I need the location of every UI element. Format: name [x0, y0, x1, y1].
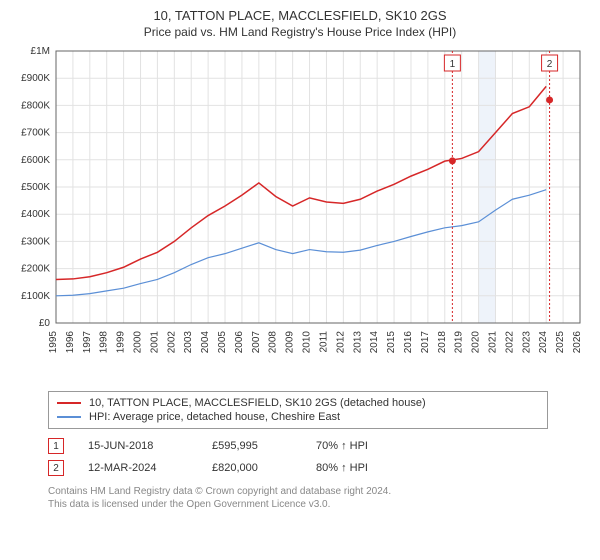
svg-text:2007: 2007 [251, 331, 262, 354]
svg-text:2020: 2020 [471, 331, 482, 354]
svg-text:2015: 2015 [386, 331, 397, 354]
data-pct: 80% ↑ HPI [316, 462, 416, 474]
svg-text:2021: 2021 [487, 331, 498, 354]
svg-text:2025: 2025 [555, 331, 566, 354]
svg-text:2009: 2009 [285, 331, 296, 354]
marker-badge: 2 [48, 460, 64, 476]
data-row: 2 12-MAR-2024 £820,000 80% ↑ HPI [48, 457, 590, 479]
data-date: 15-JUN-2018 [88, 440, 188, 452]
svg-text:2006: 2006 [234, 331, 245, 354]
svg-text:£900K: £900K [21, 73, 50, 84]
svg-text:£100K: £100K [21, 291, 50, 302]
svg-text:2004: 2004 [200, 331, 211, 354]
svg-text:£500K: £500K [21, 182, 50, 193]
svg-text:£0: £0 [39, 318, 51, 329]
svg-text:2022: 2022 [504, 331, 515, 354]
legend-swatch [57, 416, 81, 418]
svg-text:2010: 2010 [302, 331, 313, 354]
chart-subtitle: Price paid vs. HM Land Registry's House … [10, 25, 590, 39]
legend-swatch [57, 402, 81, 404]
svg-text:£800K: £800K [21, 100, 50, 111]
svg-text:1996: 1996 [65, 331, 76, 354]
chart-plot-area: £0 £100K £200K £300K £400K £500K £600K £700K £80… [10, 45, 590, 385]
svg-text:2012: 2012 [335, 331, 346, 354]
svg-text:2018: 2018 [437, 331, 448, 354]
legend-label: HPI: Average price, detached house, Ches… [89, 411, 340, 423]
svg-text:2005: 2005 [217, 331, 228, 354]
legend-label: 10, TATTON PLACE, MACCLESFIELD, SK10 2GS… [89, 397, 426, 409]
svg-text:£200K: £200K [21, 264, 50, 275]
svg-text:2001: 2001 [149, 331, 160, 354]
svg-text:2017: 2017 [420, 331, 431, 354]
svg-text:2024: 2024 [538, 331, 549, 354]
svg-text:2014: 2014 [369, 331, 380, 354]
footer-line: Contains HM Land Registry data © Crown c… [48, 485, 590, 498]
svg-text:1998: 1998 [99, 331, 110, 354]
svg-text:2016: 2016 [403, 331, 414, 354]
footer-line: This data is licensed under the Open Gov… [48, 498, 590, 511]
data-pct: 70% ↑ HPI [316, 440, 416, 452]
svg-text:2008: 2008 [268, 331, 279, 354]
svg-text:1995: 1995 [48, 331, 59, 354]
legend-item: 10, TATTON PLACE, MACCLESFIELD, SK10 2GS… [57, 396, 539, 410]
svg-text:2000: 2000 [133, 331, 144, 354]
chart-container: 10, TATTON PLACE, MACCLESFIELD, SK10 2GS… [0, 0, 600, 515]
svg-text:1: 1 [450, 59, 456, 70]
svg-text:£600K: £600K [21, 155, 50, 166]
svg-text:2026: 2026 [572, 331, 583, 354]
data-price: £820,000 [212, 462, 292, 474]
legend: 10, TATTON PLACE, MACCLESFIELD, SK10 2GS… [48, 391, 548, 429]
svg-text:2002: 2002 [166, 331, 177, 354]
data-points-table: 1 15-JUN-2018 £595,995 70% ↑ HPI 2 12-MA… [48, 435, 590, 479]
svg-text:£300K: £300K [21, 236, 50, 247]
svg-text:2: 2 [547, 59, 553, 70]
svg-text:2013: 2013 [352, 331, 363, 354]
svg-text:2003: 2003 [183, 331, 194, 354]
svg-text:£1M: £1M [31, 46, 50, 57]
svg-text:1999: 1999 [116, 331, 127, 354]
footer-attribution: Contains HM Land Registry data © Crown c… [48, 485, 590, 511]
svg-text:2023: 2023 [521, 331, 532, 354]
chart-title: 10, TATTON PLACE, MACCLESFIELD, SK10 2GS [10, 8, 590, 23]
data-date: 12-MAR-2024 [88, 462, 188, 474]
svg-text:2019: 2019 [454, 331, 465, 354]
svg-text:£700K: £700K [21, 128, 50, 139]
data-row: 1 15-JUN-2018 £595,995 70% ↑ HPI [48, 435, 590, 457]
line-chart-svg: £0 £100K £200K £300K £400K £500K £600K £700K £80… [10, 45, 590, 385]
data-price: £595,995 [212, 440, 292, 452]
marker-badge: 1 [48, 438, 64, 454]
legend-item: HPI: Average price, detached house, Ches… [57, 410, 539, 424]
svg-text:2011: 2011 [318, 331, 329, 353]
svg-text:1997: 1997 [82, 331, 93, 354]
svg-text:£400K: £400K [21, 209, 50, 220]
